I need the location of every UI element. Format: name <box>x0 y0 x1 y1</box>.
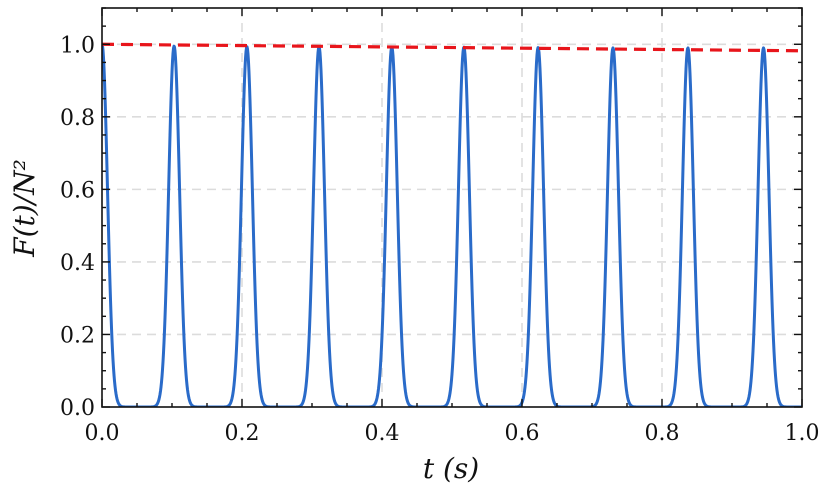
plot-area <box>102 42 802 407</box>
x-tick-label: 0.4 <box>365 421 400 446</box>
y-tick-label: 0.0 <box>60 396 95 421</box>
series-line-fidelity <box>102 43 802 407</box>
x-tick-label: 0.0 <box>85 421 120 446</box>
x-tick-label: 0.6 <box>505 421 540 446</box>
axis-ticks: 0.0 0.2 0.4 0.6 0.8 1.0 0.0 0.2 0.4 0.6 0.8 1.0 <box>60 7 820 446</box>
x-tick-label: 0.8 <box>645 421 680 446</box>
x-axis-label: t (s) <box>423 452 479 485</box>
y-tick-label: 1.0 <box>60 33 95 58</box>
y-tick-label: 0.8 <box>60 106 95 131</box>
series-line-envelope <box>102 42 802 53</box>
x-tick-label: 0.2 <box>225 421 260 446</box>
grid-lines <box>102 8 802 407</box>
y-tick-label: 0.2 <box>60 323 95 348</box>
y-axis-label: F(t)/N² <box>8 159 41 258</box>
x-tick-label: 1.0 <box>785 421 820 446</box>
y-tick-label: 0.4 <box>60 251 95 276</box>
y-tick-label: 0.6 <box>60 178 95 203</box>
